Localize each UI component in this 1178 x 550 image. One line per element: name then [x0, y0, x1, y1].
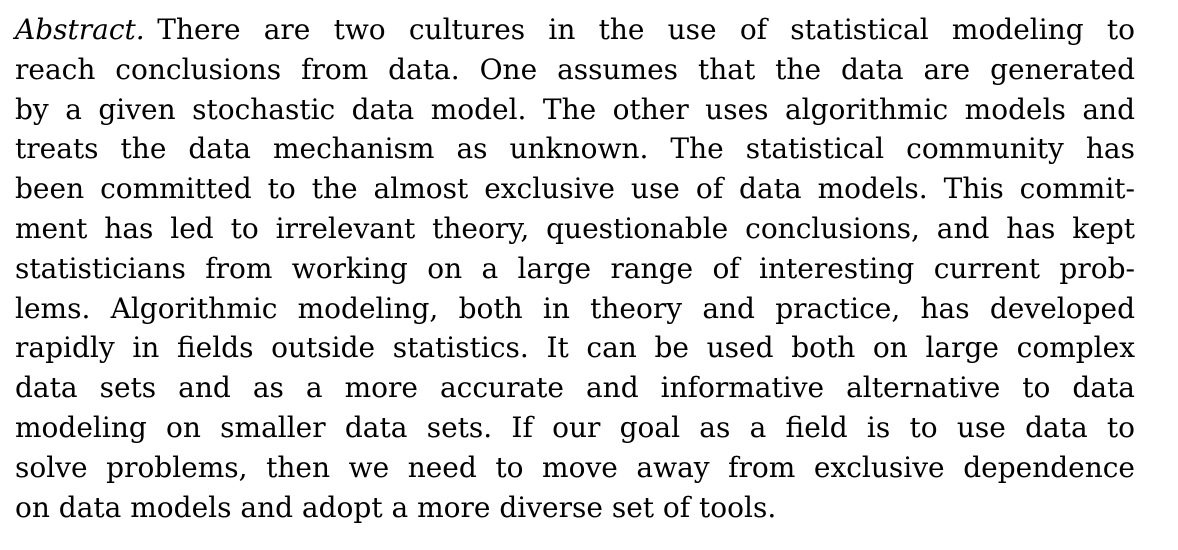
abstract-line: modeling on smaller data sets. If our go… — [15, 410, 1135, 444]
abstract-line: solve problems, then we need to move awa… — [15, 450, 1135, 484]
abstract-line: by a given stochastic data model. The ot… — [15, 92, 1135, 126]
abstract-line: rapidly in fields outside statistics. It… — [15, 331, 1135, 365]
abstract-paragraph: Abstract. There are two cultures in the u… — [15, 10, 1135, 527]
abstract-line: Abstract. There are two cultures in the u… — [15, 10, 1135, 50]
abstract-line-text: There are two cultures in the use of sta… — [157, 13, 1135, 46]
abstract-line: reach conclusions from data. One assumes… — [15, 52, 1135, 86]
abstract-line: treats the data mechanism as unknown. Th… — [15, 132, 1135, 166]
abstract-line: data sets and as a more accurate and inf… — [15, 371, 1135, 405]
abstract-label: Abstract. — [15, 13, 145, 46]
abstract-line: statisticians from working on a large ra… — [15, 251, 1135, 285]
abstract-line: on data models and adopt a more diverse … — [15, 490, 777, 524]
abstract-line: been committed to the almost exclusive u… — [15, 172, 1135, 206]
abstract-line: ment has led to irrelevant theory, quest… — [15, 211, 1135, 245]
abstract-line: lems. Algorithmic modeling, both in theo… — [15, 291, 1135, 325]
